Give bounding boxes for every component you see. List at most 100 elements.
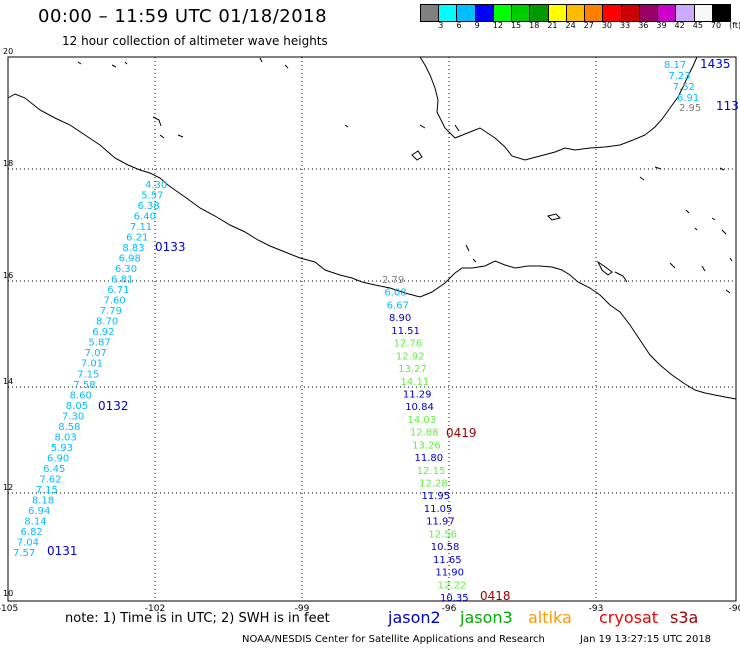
generated-timestamp: Jan 19 13:27:15 UTC 2018 — [580, 634, 712, 645]
pass-time-label: 113 — [716, 99, 739, 113]
track-a-swh-label: 7.58 — [73, 380, 95, 391]
track-c-swh-label: 13.26 — [412, 440, 441, 451]
legend-label: 12 — [492, 21, 503, 30]
footer-note: note: 1) Time is in UTC; 2) SWH is in fe… — [65, 611, 330, 626]
track-a-swh-label: 8.14 — [24, 516, 46, 527]
track-b-swh-label: 7.52 — [673, 82, 695, 93]
legend-swatch — [676, 5, 695, 21]
legend-label: (ft) — [729, 21, 740, 30]
track-a-swh-label: 8.70 — [96, 317, 118, 328]
pass-time-label: 0419 — [446, 426, 477, 440]
island-marks — [77, 57, 733, 294]
legend-label: 3 — [438, 21, 444, 30]
legend-swatch — [639, 5, 659, 21]
satellite-legend-s3a: s3a — [670, 608, 699, 627]
credit-line: NOAA/NESDIS Center for Satellite Applica… — [242, 634, 545, 645]
lon-tick-label: -99 — [295, 604, 310, 614]
pass-time-label: 0131 — [47, 544, 78, 558]
track-b-swh-label: 8.17 — [664, 60, 686, 71]
track-c-swh-label: 14.11 — [401, 377, 430, 388]
legend-label: 21 — [547, 21, 558, 30]
pass-time-label: 0418 — [480, 589, 511, 603]
track-a-swh-label: 5.57 — [141, 191, 163, 202]
track-c-swh-label: 11.29 — [403, 389, 432, 400]
track-c-swh-label: 12.56 — [428, 529, 457, 540]
track-b-swh-label: 6.91 — [677, 93, 699, 104]
satellite-legend-jason2: jason2 — [388, 608, 441, 627]
track-a-swh-label: 6.40 — [134, 212, 156, 223]
track-a-swh-label: 6.30 — [115, 264, 137, 275]
legend-swatch — [512, 5, 531, 21]
map-title: 00:00 – 11:59 UTC 01/18/2018 — [38, 6, 328, 27]
color-legend-labels: 3 6 9 12 15 18 21 24 27 30 33 36 39 42 45 70 (ft) — [425, 21, 740, 35]
legend-label: 24 — [565, 21, 576, 30]
lon-tick-label: -96 — [442, 604, 457, 614]
legend-swatch — [694, 5, 713, 21]
legend-swatch — [439, 5, 458, 21]
lon-tick-label: -102 — [145, 604, 165, 614]
map-frame — [7, 56, 737, 602]
track-a-swh-label: 8.58 — [58, 422, 80, 433]
legend-label: 9 — [474, 21, 480, 30]
legend-swatch — [530, 5, 549, 21]
track-a-swh-label: 7.15 — [36, 485, 58, 496]
track-a-swh-label: 8.83 — [122, 243, 144, 254]
track-a-swh-label: 7.62 — [39, 474, 61, 485]
track-a-swh-label: 6.94 — [28, 506, 50, 517]
legend-label: 45 — [692, 21, 703, 30]
pass-time-label: 0132 — [98, 399, 129, 413]
track-a-swh-label: 4.30 — [145, 180, 167, 191]
track-c-swh-label: 14.03 — [408, 415, 437, 426]
track-c-swh-label: 8.90 — [389, 313, 411, 324]
track-a-swh-label: 8.18 — [32, 495, 54, 506]
track-a-swh-label: 6.21 — [126, 233, 148, 244]
track-c-swh-label: 11.65 — [433, 555, 462, 566]
legend-swatch — [493, 5, 513, 21]
wave-height-color-legend — [420, 4, 731, 22]
legend-swatch — [457, 5, 476, 21]
satellite-legend-cryosat: cryosat — [599, 608, 659, 627]
track-a-swh-label: 7.79 — [100, 306, 122, 317]
track-c-swh-label: 12.92 — [396, 351, 425, 362]
lat-tick-label: 20 — [3, 47, 13, 56]
track-a-swh-label: 7.07 — [85, 348, 107, 359]
pass-time-label: 0133 — [155, 240, 186, 254]
lon-tick-label: -93 — [589, 604, 604, 614]
legend-swatch — [548, 5, 567, 21]
track-a-swh-label: 7.04 — [17, 537, 39, 548]
altimeter-tracks: 4.305.576.386.407.116.218.836.986.306.81… — [13, 57, 739, 604]
track-a-swh-label: 6.81 — [111, 275, 133, 286]
legend-label: 30 — [601, 21, 613, 30]
track-c-swh-label: 11.05 — [424, 504, 453, 515]
track-a-swh-label: 7.15 — [77, 369, 99, 380]
track-a-swh-label: 7.11 — [130, 222, 152, 233]
track-c-swh-label: 10.58 — [431, 542, 460, 553]
legend-label: 15 — [510, 21, 522, 30]
legend-swatch — [603, 5, 622, 21]
track-a-swh-label: 7.57 — [13, 548, 35, 559]
yucatan-coastline — [419, 56, 698, 161]
track-a-swh-label: 5.93 — [51, 443, 73, 454]
track-c-swh-label: 6.67 — [387, 300, 409, 311]
track-c-swh-label: 12.15 — [417, 466, 446, 477]
legend-label: 42 — [674, 21, 685, 30]
legend-swatch — [712, 5, 730, 21]
track-a-swh-label: 6.90 — [47, 453, 69, 464]
track-a-swh-label: 6.38 — [137, 201, 159, 212]
track-a-swh-label: 6.92 — [92, 327, 114, 338]
pass-time-label: 1435 — [700, 57, 731, 71]
legend-swatch — [585, 5, 604, 21]
track-a-swh-label: 7.30 — [62, 411, 84, 422]
track-b-swh-label: 2.95 — [679, 103, 701, 114]
track-c-swh-label: 13.27 — [398, 364, 427, 375]
track-a-swh-label: 6.45 — [43, 464, 65, 475]
legend-label: 36 — [638, 21, 649, 30]
legend-label: 6 — [456, 21, 462, 30]
track-b-swh-label: 7.23 — [668, 71, 690, 82]
satellite-legend-altika: altika — [528, 608, 572, 627]
track-c-swh-label: 11.95 — [421, 491, 450, 502]
track-c-swh-label: 10.35 — [440, 593, 469, 604]
legend-swatch — [621, 5, 640, 21]
track-c-swh-label: 11.51 — [391, 326, 420, 337]
legend-swatch — [658, 5, 677, 21]
